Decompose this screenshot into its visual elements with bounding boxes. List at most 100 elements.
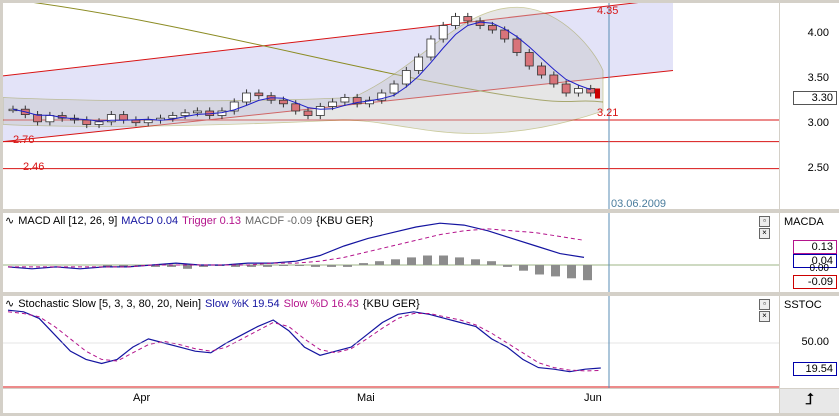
macd-histogram-bar xyxy=(471,259,480,265)
slow-k-line xyxy=(7,309,601,373)
close-icon[interactable]: × xyxy=(759,311,770,322)
macd-histogram-bar xyxy=(263,265,272,267)
trigger-line xyxy=(8,228,585,268)
upper-channel-line xyxy=(3,3,639,77)
candle xyxy=(586,88,596,94)
candle xyxy=(365,99,374,105)
macd-line xyxy=(7,222,585,270)
candle xyxy=(143,119,153,124)
restore-icon[interactable]: ▫ xyxy=(759,216,770,227)
macd-histogram-bar xyxy=(567,265,576,279)
candle xyxy=(119,114,129,121)
candle xyxy=(192,110,202,114)
slow-k-value: Slow %K 19.54 xyxy=(205,298,280,310)
trigger-value: Trigger 0.13 xyxy=(182,215,242,227)
macd-zero-tick: 0.00 xyxy=(809,263,829,274)
macd-chart xyxy=(3,213,779,292)
macd-histogram-bar xyxy=(199,265,208,267)
stoch-value-box: 19.54 xyxy=(793,362,837,376)
macd-histogram-bar xyxy=(359,263,368,265)
bollinger-band xyxy=(3,7,604,134)
stoch-window-buttons: ▫× xyxy=(757,298,779,322)
support-level-1-label: 2.76 xyxy=(13,134,35,146)
macd-histogram-bar xyxy=(535,265,544,275)
candle xyxy=(537,65,546,76)
candle xyxy=(377,92,387,101)
stoch-tick-50: 50.00 xyxy=(801,336,829,348)
slow-d-line xyxy=(7,311,601,372)
macd-name: MACD All [12, 26, 9] xyxy=(18,215,118,227)
macd-pane-title: ∿ MACD All [12, 26, 9] MACD 0.04 Trigger 0.… xyxy=(5,214,377,228)
candle xyxy=(315,106,325,116)
macd-instrument: {KBU GER} xyxy=(316,215,374,227)
trigger-price-box: 0.13 xyxy=(793,240,837,254)
upper-channel-label: 4.35 xyxy=(597,5,619,17)
candle xyxy=(438,25,448,40)
indicator-wave-icon: ∿ xyxy=(5,215,15,227)
stoch-axis: SSTOC 50.00 19.54 xyxy=(780,296,839,388)
price-tick-3-50: 3.50 xyxy=(807,72,829,84)
macd-histogram-bar xyxy=(167,265,176,267)
candle xyxy=(279,99,288,105)
last-price-box: 3.30 xyxy=(793,91,837,105)
candle xyxy=(512,38,522,53)
candle xyxy=(500,29,510,40)
x-axis xyxy=(3,389,779,413)
candle xyxy=(389,83,399,94)
macd-value: MACD 0.04 xyxy=(121,215,179,227)
cursor-date-label: 03.06.2009 xyxy=(611,198,667,209)
macdf-value: MACDF -0.09 xyxy=(245,215,313,227)
macd-histogram-bar xyxy=(247,265,256,267)
candle xyxy=(291,103,301,112)
moving-average-long xyxy=(33,3,604,103)
macd-histogram-bar xyxy=(295,265,304,266)
macd-histogram-bar xyxy=(103,265,112,267)
candle xyxy=(487,25,497,31)
candle xyxy=(352,97,362,105)
candle xyxy=(463,16,473,22)
x-label-mai: Mai xyxy=(357,392,375,404)
candle xyxy=(229,101,239,112)
macd-histogram-bar xyxy=(439,255,448,265)
macd-histogram-bar xyxy=(423,255,432,265)
candle xyxy=(414,56,424,71)
candle xyxy=(524,52,534,67)
candle xyxy=(549,74,559,85)
restore-icon[interactable]: ▫ xyxy=(759,299,770,310)
macd-histogram-bar xyxy=(279,265,288,266)
stoch-pane[interactable]: ∿ Stochastic Slow [5, 3, 3, 80, 20, Nein]… xyxy=(3,296,779,388)
macd-window-buttons: ▫× xyxy=(757,215,779,239)
candle xyxy=(33,114,42,123)
stoch-instrument: {KBU GER} xyxy=(362,298,420,310)
macd-pane[interactable]: ∿ MACD All [12, 26, 9] MACD 0.04 Trigger 0.… xyxy=(3,213,779,292)
stoch-pane-title: ∿ Stochastic Slow [5, 3, 3, 80, 20, Nein]… xyxy=(5,297,424,311)
macd-histogram-bar xyxy=(327,265,336,267)
candle xyxy=(106,114,116,123)
support-level-2-label: 2.46 xyxy=(23,161,45,173)
slow-d-value: Slow %D 16.43 xyxy=(283,298,359,310)
macd-price-box: 0.04 xyxy=(793,254,837,268)
macd-histogram-bar xyxy=(151,265,160,267)
candle xyxy=(426,38,436,58)
candle xyxy=(303,110,313,116)
resize-corner[interactable]: ⮥ xyxy=(780,389,839,413)
macd-axis: MACDA 0.13 0.04 0.00 -0.09 xyxy=(780,213,839,292)
macd-histogram-bar xyxy=(119,265,128,267)
candle xyxy=(340,97,350,103)
candle xyxy=(561,83,571,94)
candle xyxy=(574,88,583,94)
macd-histogram-bar xyxy=(183,265,192,269)
macd-histogram-bar xyxy=(391,259,400,265)
stoch-chart xyxy=(3,296,779,388)
stoch-axis-title: SSTOC xyxy=(784,299,822,311)
indicator-wave-icon: ∿ xyxy=(5,298,15,310)
moving-average-short xyxy=(12,21,591,122)
close-icon[interactable]: × xyxy=(759,228,770,239)
x-label-jun: Jun xyxy=(584,392,602,404)
stoch-name: Stochastic Slow [5, 3, 3, 80, 20, Nein] xyxy=(18,298,202,310)
price-axis: 4.00 3.50 3.00 2.50 3.30 xyxy=(780,3,839,209)
price-tick-3-00: 3.00 xyxy=(807,117,829,129)
price-pane[interactable]: 4.35 3.21 2.76 2.46 03.06.2009 xyxy=(3,3,779,209)
macd-histogram-bar xyxy=(551,265,560,277)
candle xyxy=(168,115,178,119)
